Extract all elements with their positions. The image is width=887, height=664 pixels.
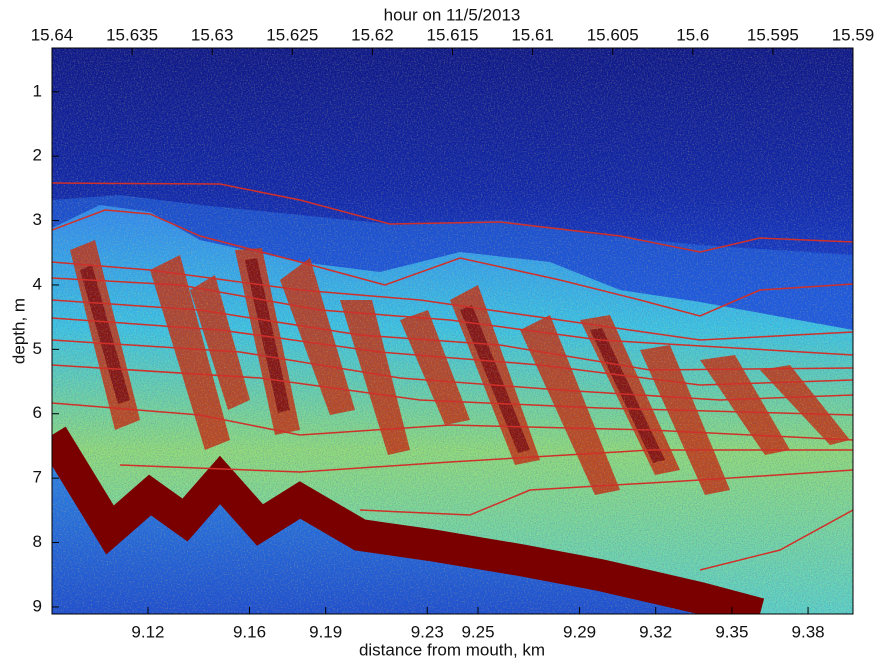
x2-tick-label: 15.64: [31, 25, 74, 44]
y-tick-label: 4: [33, 274, 42, 293]
x2-tick-label: 15.615: [427, 25, 479, 44]
y-tick-label: 9: [33, 596, 42, 615]
x2-tick-label: 15.605: [587, 25, 639, 44]
contours: [52, 182, 853, 571]
x-tick-label: 9.38: [792, 622, 825, 641]
y-tick-label: 6: [33, 403, 42, 422]
y-axis-label: depth, m: [9, 298, 28, 364]
x2-tick-label: 15.59: [832, 25, 875, 44]
x-tick-label: 9.25: [461, 622, 494, 641]
y-tick-label: 8: [33, 532, 42, 551]
x2-tick-label: 15.595: [747, 25, 799, 44]
x-tick-label: 9.16: [233, 622, 266, 641]
y-tick-label: 2: [33, 146, 42, 165]
x-tick-label: 9.12: [131, 622, 164, 641]
x2-tick-label: 15.6: [676, 25, 709, 44]
x-tick-label: 9.32: [639, 622, 672, 641]
x2-axis-label: hour on 11/5/2013: [384, 5, 521, 24]
x2-tick-label: 15.635: [106, 25, 158, 44]
x-tick-label: 9.29: [563, 622, 596, 641]
x2-tick-label: 15.62: [351, 25, 394, 44]
x-axis-label: distance from mouth, km: [359, 640, 545, 659]
y-tick-label: 3: [33, 210, 42, 229]
x2-tick-label: 15.625: [266, 25, 318, 44]
x-tick-label: 9.23: [411, 622, 444, 641]
y-tick-label: 5: [33, 339, 42, 358]
y-tick-label: 7: [33, 468, 42, 487]
x-tick-label: 9.19: [309, 622, 342, 641]
x2-tick-label: 15.61: [511, 25, 554, 44]
seabed: [52, 426, 765, 614]
x2-tick-label: 15.63: [191, 25, 234, 44]
x-tick-label: 9.35: [715, 622, 748, 641]
echogram: [52, 48, 853, 614]
y-tick-label: 1: [33, 81, 42, 100]
